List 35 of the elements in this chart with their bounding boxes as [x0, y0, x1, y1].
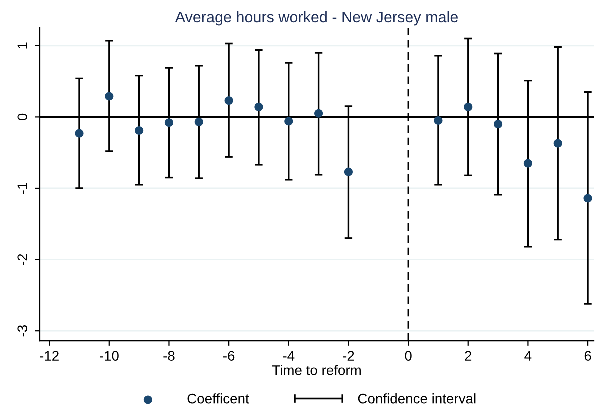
point [135, 126, 144, 136]
point [314, 109, 324, 118]
chart-title: Average hours worked - New Jersey male [175, 11, 458, 26]
x-axis-title: Time to reform [272, 365, 361, 376]
y-tick-label: 0 [18, 114, 28, 121]
point [464, 102, 473, 112]
y-tick-label: 1 [18, 42, 28, 49]
point [284, 117, 294, 126]
x-tick-label: -2 [343, 351, 354, 361]
x-tick-label: 6 [584, 351, 592, 361]
point [105, 92, 114, 101]
point [434, 116, 443, 126]
x-tick-label: -10 [100, 351, 119, 361]
point [584, 194, 592, 203]
x-tick-label: 4 [524, 351, 532, 361]
point [75, 129, 84, 138]
y-tick-label: -1 [18, 182, 28, 194]
x-tick-label: 2 [465, 351, 472, 361]
x-tick-label: 0 [405, 351, 412, 361]
x-tick-label: -4 [283, 351, 295, 361]
point [524, 159, 532, 168]
point [164, 118, 174, 128]
x-tick-label: -12 [40, 351, 59, 361]
x-tick-label: -6 [224, 351, 235, 361]
point [224, 96, 234, 106]
x-tick-label: -8 [164, 351, 175, 361]
point [344, 168, 353, 176]
y-tick-label: -3 [18, 326, 28, 337]
text: Confidence interval [358, 394, 476, 404]
y-tick-label: -2 [18, 254, 28, 266]
text: Coefficent [188, 394, 250, 404]
point [554, 139, 562, 148]
point [254, 102, 264, 112]
point [194, 118, 204, 126]
point [494, 120, 503, 129]
